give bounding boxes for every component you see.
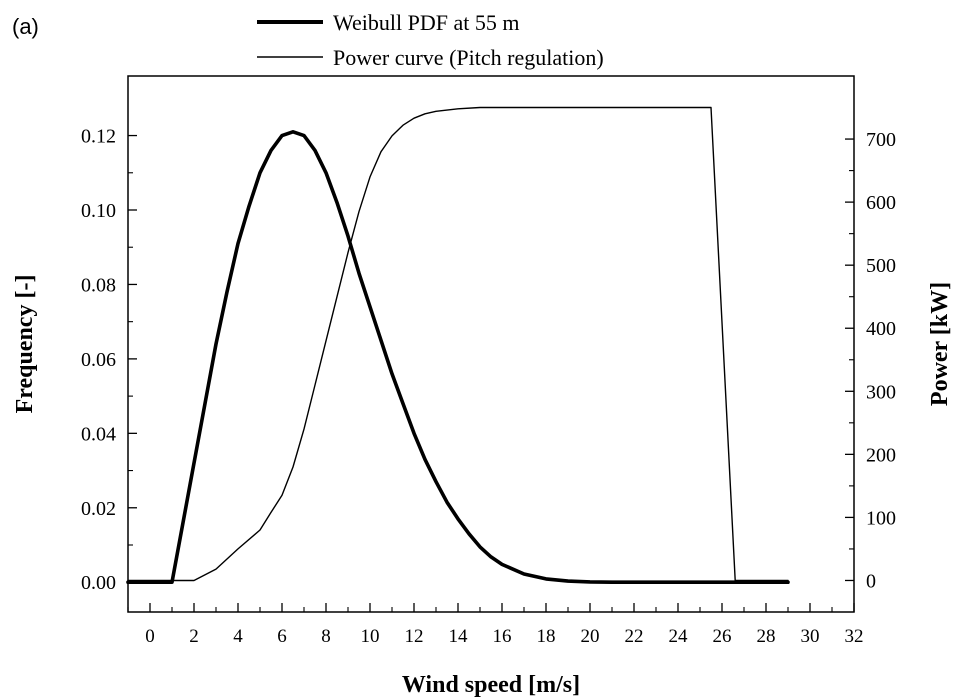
x-tick-label: 6 — [277, 626, 287, 647]
x-tick-label: 28 — [757, 626, 776, 647]
panel-label: (a) — [12, 14, 39, 39]
y-right-tick-label: 500 — [866, 255, 896, 277]
plot-area-frame — [127, 75, 855, 613]
y-left-tick-label: 0.10 — [81, 200, 116, 222]
y-left-tick-label: 0.00 — [81, 572, 116, 594]
y-right-tick-label: 700 — [866, 129, 896, 151]
series-line-power-curve — [127, 106, 789, 582]
x-tick-label: 18 — [537, 626, 556, 647]
y-right-tick-label: 600 — [866, 192, 896, 214]
x-tick-label: 10 — [361, 626, 380, 647]
y-left-axis-label: Frequency [-] — [12, 275, 38, 414]
x-axis-ticks: 0 2 4 6 8 10 12 14 16 18 20 22 24 26 28 30 32 — [127, 603, 864, 647]
y-left-axis-ticks: 0.00 0.02 0.04 0.06 0.08 0.10 0.12 — [81, 126, 137, 594]
x-tick-label: 22 — [625, 626, 644, 647]
y-left-tick-label: 0.02 — [81, 498, 116, 520]
x-tick-label: 20 — [581, 626, 600, 647]
x-tick-label: 32 — [845, 626, 864, 647]
series-layer — [126, 106, 790, 584]
y-left-tick-label: 0.12 — [81, 126, 116, 148]
x-tick-label: 26 — [713, 626, 732, 647]
x-tick-label: 4 — [233, 626, 243, 647]
y-right-tick-label: 300 — [866, 381, 896, 403]
x-tick-label: 8 — [321, 626, 331, 647]
x-tick-label: 24 — [669, 626, 689, 647]
y-left-tick-label: 0.08 — [81, 274, 116, 296]
x-tick-label: 12 — [405, 626, 424, 647]
legend: Weibull PDF at 55 m Power curve (Pitch r… — [257, 10, 604, 70]
legend-label-weibull-pdf: Weibull PDF at 55 m — [333, 10, 519, 35]
x-tick-label: 16 — [493, 626, 512, 647]
y-left-tick-label: 0.06 — [81, 349, 116, 371]
x-tick-label: 0 — [145, 626, 155, 647]
x-tick-label: 14 — [449, 626, 469, 647]
y-right-tick-label: 0 — [866, 570, 876, 592]
y-left-tick-label: 0.04 — [81, 423, 116, 445]
y-right-axis-label: Power [kW] — [927, 282, 953, 406]
series-line-weibull-pdf — [126, 130, 790, 584]
y-right-tick-label: 200 — [866, 444, 896, 466]
legend-label-power-curve: Power curve (Pitch regulation) — [333, 45, 604, 70]
y-right-tick-label: 400 — [866, 318, 896, 340]
x-tick-label: 30 — [801, 626, 820, 647]
x-axis-label: Wind speed [m/s] — [402, 672, 580, 698]
y-right-tick-label: 100 — [866, 507, 896, 529]
x-tick-label: 2 — [189, 626, 199, 647]
y-right-axis-ticks: 0 100 200 300 400 500 600 700 — [845, 129, 896, 592]
